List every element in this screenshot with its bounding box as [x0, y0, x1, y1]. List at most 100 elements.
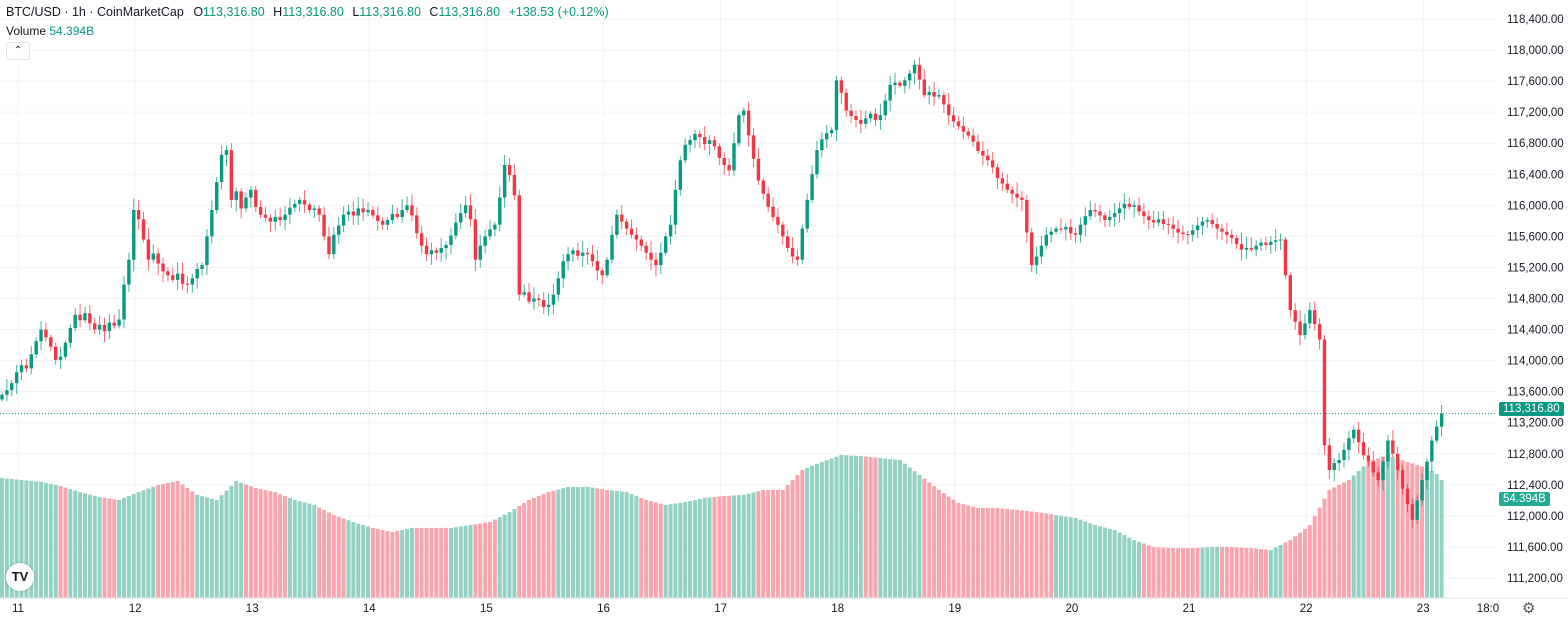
candle-body	[1254, 245, 1258, 250]
candle-body	[263, 214, 268, 218]
candle-body	[449, 235, 453, 245]
volume-bar	[419, 527, 424, 598]
price-tick-label: 114,000.00	[1507, 356, 1564, 368]
candle-body	[1166, 223, 1171, 225]
time-tick-label: 16	[597, 603, 610, 615]
volume-bar	[1102, 527, 1107, 598]
volume-bar	[248, 486, 253, 598]
candle-body	[1191, 230, 1195, 235]
volume-bar	[463, 525, 468, 598]
candle-body	[1395, 453, 1400, 471]
candle-body	[1376, 472, 1380, 481]
volume-bar	[1327, 489, 1332, 598]
volume-bar	[888, 459, 893, 598]
volume-bar	[1068, 517, 1073, 598]
volume-bar	[858, 456, 863, 598]
volume-bar	[1024, 510, 1029, 598]
candle-body	[210, 209, 214, 237]
candle-body	[1093, 209, 1097, 212]
candle-body	[541, 300, 546, 308]
candle-body	[659, 252, 663, 266]
candle-body	[419, 233, 424, 246]
volume-bar	[1254, 548, 1259, 598]
volume-bar	[263, 490, 268, 598]
volume-bar	[29, 480, 34, 598]
candle-body	[312, 208, 317, 210]
volume-bar	[653, 502, 658, 598]
price-tick-label: 115,600.00	[1507, 231, 1564, 243]
candle-body	[1010, 189, 1014, 194]
candle-body	[1049, 231, 1053, 235]
candle-body	[171, 275, 175, 280]
volume-bar	[1415, 464, 1420, 598]
candle-body	[1083, 216, 1088, 225]
volume-bar	[1249, 548, 1254, 598]
candle-body	[942, 95, 946, 105]
volume-bar	[1195, 547, 1200, 598]
volume-bar	[1220, 547, 1224, 598]
volume-bar	[1137, 541, 1142, 598]
candle-body	[546, 304, 551, 308]
candle-body	[1430, 440, 1434, 462]
symbol-title[interactable]: BTC/USD · 1h · CoinMarketCap	[6, 5, 184, 19]
candle-body	[898, 82, 902, 86]
candle-body	[341, 214, 346, 226]
candle-body	[141, 219, 146, 240]
volume-bar	[229, 485, 234, 598]
candle-body	[1317, 324, 1322, 340]
volume-bar	[712, 496, 717, 598]
volume-bar	[19, 479, 24, 598]
volume-bar	[897, 459, 902, 598]
volume-bar	[1161, 547, 1166, 598]
candle-body	[346, 211, 351, 215]
candle-body	[434, 250, 439, 253]
candle-body	[1293, 310, 1297, 322]
volume-bar	[1381, 456, 1386, 598]
tradingview-logo[interactable]: TV	[6, 563, 34, 591]
candle-body	[463, 205, 468, 214]
volume-bar	[185, 487, 190, 598]
price-axis[interactable]: 118,400.00 118,000.00 117,600.00 117,200.00…	[1507, 14, 1564, 585]
volume-label[interactable]: Volume	[6, 24, 47, 38]
volume-bar	[175, 481, 180, 598]
volume-bar	[717, 496, 722, 598]
candle-body	[278, 216, 282, 221]
volume-bar	[839, 454, 844, 598]
candle-body	[927, 91, 931, 96]
collapse-legend-button[interactable]: ⌃	[6, 42, 30, 60]
candle-body	[1239, 244, 1244, 250]
volume-bar	[551, 490, 556, 598]
candle-body	[781, 224, 785, 237]
volume-bar	[1112, 530, 1117, 598]
price-tick-label: 118,400.00	[1507, 14, 1564, 26]
candle-body	[1161, 219, 1166, 224]
volume-bar	[1190, 548, 1195, 598]
candle-body	[498, 197, 502, 225]
time-axis[interactable]: 11 12 13 14 15 16 17 18 19 20 21 22 23 18:0	[12, 603, 1499, 615]
volume-bar	[946, 496, 951, 598]
change-value: +138.53 (+0.12%)	[508, 5, 609, 19]
candle-body	[673, 189, 678, 225]
candle-body	[581, 252, 585, 256]
time-tick-label: 20	[1066, 603, 1079, 615]
price-tick-label: 113,600.00	[1507, 387, 1564, 399]
time-tick-label: 22	[1300, 603, 1313, 615]
volume-bar	[131, 494, 136, 598]
candle-body	[102, 324, 107, 332]
candle-body	[825, 133, 829, 140]
volume-bar	[1185, 548, 1190, 598]
candle-body	[961, 126, 966, 132]
candle-body	[322, 214, 326, 237]
candle-body	[483, 236, 487, 246]
volume-bar	[1376, 458, 1381, 598]
candle-body	[712, 140, 717, 147]
candle-body	[634, 234, 639, 240]
gear-icon[interactable]: ⚙	[1522, 600, 1536, 617]
candle-body	[1088, 209, 1092, 217]
volume-bar	[117, 499, 122, 598]
volume-bar	[883, 458, 888, 598]
volume-bar	[326, 512, 331, 598]
volume-bar	[600, 489, 605, 598]
volume-bar	[73, 490, 78, 598]
